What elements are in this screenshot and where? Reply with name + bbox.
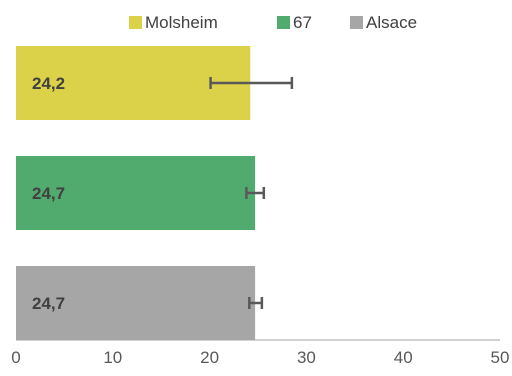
bar-value-label-0: 24,2 [32, 74, 65, 93]
legend-swatch-0 [129, 16, 142, 29]
x-tick-label-4: 40 [394, 348, 413, 367]
x-tick-label-5: 50 [491, 348, 510, 367]
bar-value-label-1: 24,7 [32, 184, 65, 203]
bar-Alsace [16, 266, 256, 340]
x-tick-label-3: 30 [297, 348, 316, 367]
legend-swatch-2 [350, 16, 363, 29]
legend-label-0: Molsheim [145, 13, 218, 32]
legend-label-2: Alsace [366, 13, 417, 32]
x-tick-label-0: 0 [11, 348, 20, 367]
legend-label-1: 67 [293, 13, 312, 32]
bar-value-label-2: 24,7 [32, 294, 65, 313]
bar-67 [16, 156, 256, 230]
x-tick-label-2: 20 [200, 348, 219, 367]
x-tick-label-1: 10 [103, 348, 122, 367]
bars: 24,2 24,7 24,7 [16, 46, 294, 340]
error-bar-0 [209, 77, 294, 89]
error-bar-2 [248, 297, 264, 309]
legend-swatch-1 [277, 16, 290, 29]
error-bar-1 [245, 187, 266, 199]
x-axis-tick-labels: 0 10 20 30 40 50 [11, 348, 509, 367]
legend: Molsheim 67 Alsace [129, 13, 417, 32]
